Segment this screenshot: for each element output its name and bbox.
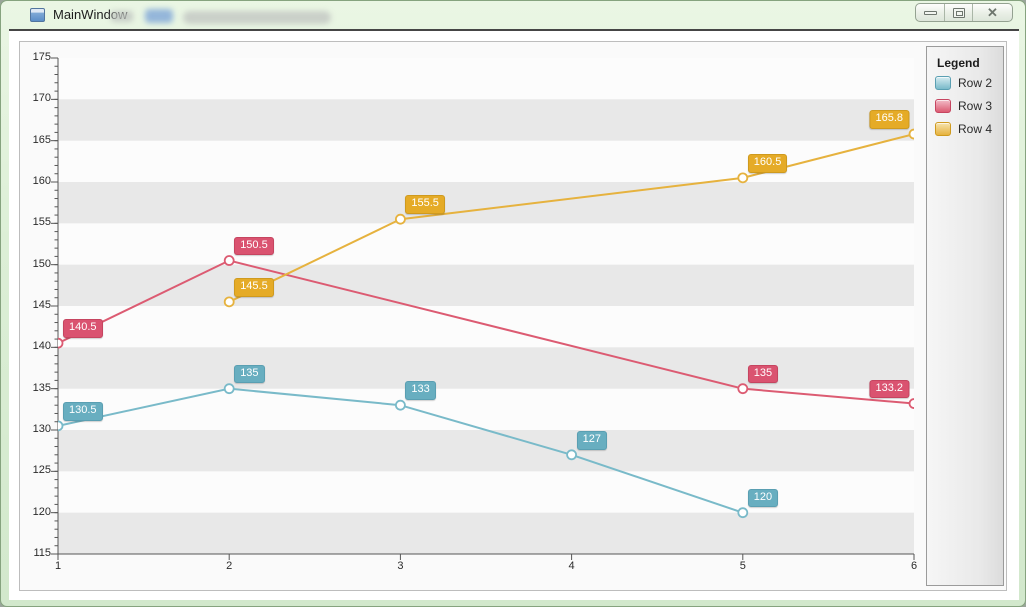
- y-tick-label: 120: [32, 505, 51, 518]
- x-tick-label: 3: [397, 560, 404, 572]
- point-label-row-3: 150.5: [234, 236, 274, 256]
- data-point-marker-row-4: [737, 172, 749, 184]
- x-tick-label: 4: [568, 560, 575, 572]
- point-label-row-2: 130.5: [63, 401, 103, 421]
- y-tick-label: 125: [32, 464, 51, 477]
- legend-swatch-row-3: [935, 99, 951, 113]
- alt-band: [58, 430, 914, 472]
- app-icon: [30, 8, 45, 22]
- point-label-row-4: 165.8: [869, 110, 909, 129]
- y-tick-label: 130: [32, 423, 51, 435]
- data-point-marker-row-3: [58, 337, 64, 349]
- alt-band: [58, 99, 914, 141]
- point-label-row-3: 140.5: [63, 319, 103, 338]
- legend-item-row-2: Row 2: [935, 76, 1003, 90]
- y-tick-label: 175: [32, 51, 51, 63]
- point-label-row-2: 133: [405, 381, 436, 400]
- window-title: MainWindow: [53, 7, 128, 22]
- data-point-marker-row-4: [394, 213, 406, 225]
- y-tick-label: 140: [32, 340, 51, 353]
- data-point-marker-row-3: [223, 255, 235, 266]
- legend-item-row-4: Row 4: [935, 122, 1003, 136]
- point-label-row-4: 155.5: [405, 195, 445, 214]
- minimize-button[interactable]: [916, 4, 944, 21]
- y-tick-label: 165: [32, 133, 51, 146]
- x-tick-label: 6: [910, 560, 918, 572]
- alt-band: [58, 182, 914, 224]
- data-point-marker-row-2: [737, 507, 749, 519]
- legend-title: Legend: [937, 56, 980, 70]
- redacted-blob: [145, 9, 173, 23]
- legend-items: Row 2 Row 3 Row 4: [927, 76, 1003, 136]
- y-tick-label: 155: [32, 216, 51, 229]
- y-tick-label: 135: [32, 381, 51, 394]
- point-label-row-2: 120: [747, 488, 779, 508]
- data-point-marker-row-2: [394, 399, 406, 411]
- legend-label-row-3: Row 3: [958, 99, 993, 113]
- series-line-row-4: [228, 133, 914, 303]
- minimize-icon: [923, 10, 937, 15]
- y-tick-label: 160: [32, 175, 51, 187]
- point-label-row-4: 160.5: [747, 153, 788, 173]
- data-point-marker-row-4: [223, 296, 235, 308]
- alt-band: [58, 347, 914, 389]
- point-label-row-3: 135: [747, 364, 779, 384]
- y-tick-label: 145: [32, 299, 51, 311]
- legend-swatch-row-2: [935, 76, 951, 90]
- data-point-marker-row-2: [223, 383, 235, 395]
- alt-band: [58, 264, 914, 306]
- series-line-row-3: [58, 259, 914, 405]
- maximize-icon: [952, 7, 965, 18]
- redacted-blob: [183, 11, 331, 24]
- y-tick-label: 150: [32, 257, 51, 270]
- y-tick-label: 115: [33, 547, 51, 559]
- redacted-blob: [111, 11, 133, 22]
- close-icon: ✕: [987, 5, 998, 20]
- chart-plot: [51, 57, 915, 560]
- legend-label-row-4: Row 4: [958, 122, 993, 136]
- y-tick-label: 170: [32, 92, 51, 105]
- data-point-marker-row-2: [566, 449, 577, 461]
- close-button[interactable]: ✕: [972, 4, 1012, 21]
- x-tick-label: 1: [54, 560, 62, 572]
- point-label-row-4: 145.5: [234, 277, 274, 297]
- data-point-marker-row-2: [58, 420, 64, 432]
- legend-swatch-row-4: [935, 122, 951, 136]
- series-layer: [58, 128, 914, 519]
- window-controls: ✕: [915, 3, 1013, 22]
- client-area: Legend Row 2 Row 3 Row 4 115 120 125 130 135 14…: [9, 29, 1019, 600]
- x-tick-label: 2: [226, 560, 233, 572]
- alt-band: [58, 512, 914, 554]
- data-point-marker-row-3: [908, 398, 914, 409]
- chart-control: Legend Row 2 Row 3 Row 4 115 120 125 130 135 14…: [19, 41, 1007, 591]
- point-label-row-3: 133.2: [869, 379, 909, 399]
- legend-label-row-2: Row 2: [958, 76, 993, 90]
- data-point-marker-row-3: [737, 383, 749, 395]
- data-point-marker-row-4: [908, 128, 914, 140]
- legend-item-row-3: Row 3: [935, 99, 1003, 113]
- legend-panel: Legend Row 2 Row 3 Row 4: [926, 46, 1004, 586]
- x-tick-label: 5: [739, 560, 746, 572]
- titlebar[interactable]: MainWindow ✕: [1, 1, 1025, 29]
- maximize-button[interactable]: [944, 4, 972, 21]
- point-label-row-2: 127: [576, 430, 607, 450]
- point-label-row-2: 135: [234, 364, 265, 384]
